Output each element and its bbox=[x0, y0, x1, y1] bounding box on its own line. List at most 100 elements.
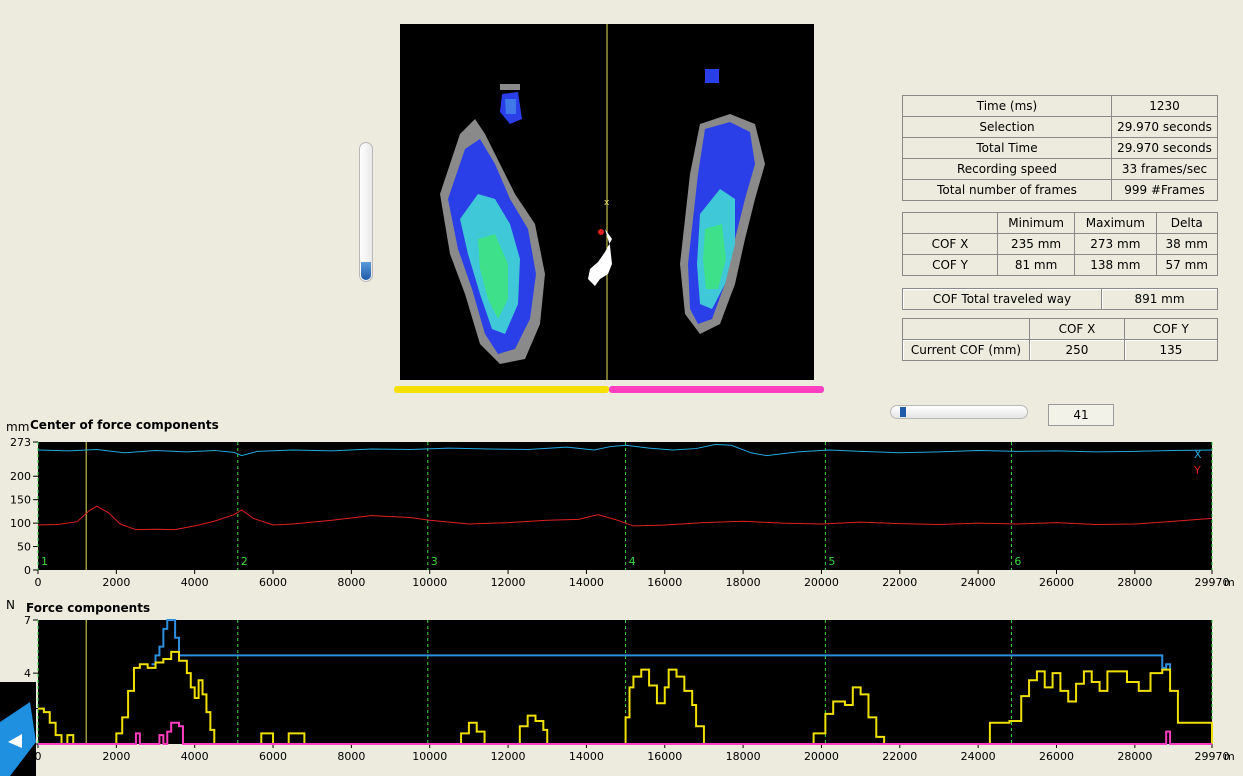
x-tick-label: 28000 bbox=[1117, 750, 1152, 763]
balance-bar bbox=[394, 386, 824, 393]
x-tick-label: 0 bbox=[35, 576, 42, 589]
y-tick-label: 150 bbox=[10, 494, 31, 507]
header-cell: Minimum bbox=[996, 212, 1076, 234]
x-tick-label: 8000 bbox=[337, 576, 365, 589]
frame-counter[interactable]: 41 bbox=[1048, 404, 1114, 426]
x-tick-label: 2000 bbox=[102, 576, 130, 589]
info-label: Total Time bbox=[902, 137, 1112, 159]
x-unit-label: m bbox=[1224, 750, 1235, 763]
legend-entry: Y bbox=[1193, 464, 1201, 477]
x-tick-label: 12000 bbox=[491, 750, 526, 763]
series-line bbox=[38, 650, 1213, 745]
x-tick-label: 29970 bbox=[1195, 576, 1230, 589]
x-unit-label: m bbox=[1224, 576, 1235, 589]
info-value: 29.970 seconds bbox=[1111, 116, 1218, 138]
cell-min: 81 mm bbox=[996, 254, 1076, 276]
x-tick-label: 6000 bbox=[259, 750, 287, 763]
travel-value: 891 mm bbox=[1101, 288, 1218, 310]
step-marker-label: 3 bbox=[431, 555, 438, 568]
cell-delta: 38 mm bbox=[1155, 233, 1219, 255]
legend-entry: X bbox=[1194, 448, 1202, 461]
x-tick-label: 6000 bbox=[259, 576, 287, 589]
y-tick-label: 4 bbox=[24, 667, 31, 680]
force-chart-title: Force components bbox=[26, 601, 151, 615]
x-tick-label: 14000 bbox=[569, 750, 604, 763]
vertical-slider[interactable] bbox=[359, 142, 373, 282]
x-tick-label: 20000 bbox=[804, 576, 839, 589]
current-cof-x: 250 bbox=[1029, 339, 1125, 361]
table-row: COF Total traveled way 891 mm bbox=[902, 288, 1218, 310]
x-tick-label: 14000 bbox=[569, 576, 604, 589]
slider-fill bbox=[361, 262, 371, 280]
x-tick-label: 22000 bbox=[882, 576, 917, 589]
info-label: Recording speed bbox=[902, 158, 1112, 180]
x-tick-label: 24000 bbox=[961, 750, 996, 763]
y-tick-label: 100 bbox=[10, 517, 31, 530]
row-label: Current COF (mm) bbox=[902, 339, 1030, 361]
x-tick-label: 26000 bbox=[1039, 576, 1074, 589]
table-row: COF Y 81 mm 138 mm 57 mm bbox=[902, 254, 1219, 276]
recording-info-table: Time (ms) 1230 Selection 29.970 seconds … bbox=[902, 95, 1218, 201]
table-row: Total number of frames 999 #Frames bbox=[902, 179, 1218, 201]
x-tick-label: 10000 bbox=[412, 576, 447, 589]
current-cof-y: 135 bbox=[1123, 339, 1219, 361]
table-header-row: COF X COF Y bbox=[902, 318, 1219, 340]
x-tick-label: 18000 bbox=[726, 750, 761, 763]
travel-label: COF Total traveled way bbox=[902, 288, 1102, 310]
x-tick-label: 28000 bbox=[1117, 576, 1152, 589]
y-tick-label: 7 bbox=[24, 614, 31, 627]
timeline-slider[interactable] bbox=[890, 405, 1028, 419]
pressure-map[interactable]: x bbox=[400, 24, 814, 380]
header-cell bbox=[902, 318, 1030, 340]
y-tick-label: 200 bbox=[10, 470, 31, 483]
timeline-slider-thumb[interactable] bbox=[899, 407, 906, 417]
table-row: COF X 235 mm 273 mm 38 mm bbox=[902, 233, 1219, 255]
cell-delta: 57 mm bbox=[1155, 254, 1219, 276]
table-row: Time (ms) 1230 bbox=[902, 95, 1218, 117]
force-chart[interactable]: 0247020004000600080001000012000140001600… bbox=[0, 612, 1243, 776]
info-label: Time (ms) bbox=[902, 95, 1112, 117]
table-row: Total Time 29.970 seconds bbox=[902, 137, 1218, 159]
info-value: 33 frames/sec bbox=[1111, 158, 1218, 180]
cell-max: 138 mm bbox=[1074, 254, 1157, 276]
y-tick-label: 0 bbox=[24, 564, 31, 577]
info-value: 999 #Frames bbox=[1111, 179, 1218, 201]
right-foot-pressure bbox=[680, 69, 765, 334]
info-value: 29.970 seconds bbox=[1111, 137, 1218, 159]
y-tick-label: 273 bbox=[10, 436, 31, 449]
left-foot-pressure bbox=[440, 84, 545, 364]
x-tick-label: 16000 bbox=[647, 750, 682, 763]
x-tick-label: 0 bbox=[35, 750, 42, 763]
current-cof-table: COF X COF Y Current COF (mm) 250 135 bbox=[902, 318, 1219, 361]
cof-trace bbox=[588, 229, 612, 286]
info-label: Total number of frames bbox=[902, 179, 1112, 201]
x-tick-label: 12000 bbox=[491, 576, 526, 589]
row-label: COF X bbox=[902, 233, 998, 255]
cof-chart-title: Center of force components bbox=[30, 418, 219, 432]
step-marker-label: 4 bbox=[629, 555, 636, 568]
x-tick-label: 4000 bbox=[181, 750, 209, 763]
x-tick-label: 24000 bbox=[961, 576, 996, 589]
step-marker-label: 6 bbox=[1014, 555, 1021, 568]
x-tick-label: 20000 bbox=[804, 750, 839, 763]
table-row: Selection 29.970 seconds bbox=[902, 116, 1218, 138]
header-cell: COF Y bbox=[1123, 318, 1219, 340]
step-marker-label: 1 bbox=[41, 555, 48, 568]
svg-text:x: x bbox=[604, 198, 610, 208]
step-marker-label: 5 bbox=[828, 555, 835, 568]
cell-max: 273 mm bbox=[1074, 233, 1157, 255]
x-tick-label: 10000 bbox=[412, 750, 447, 763]
x-tick-label: 26000 bbox=[1039, 750, 1074, 763]
desktop-window-fragment bbox=[0, 682, 36, 776]
x-tick-label: 18000 bbox=[726, 576, 761, 589]
step-marker-label: 2 bbox=[241, 555, 248, 568]
table-row: Current COF (mm) 250 135 bbox=[902, 339, 1219, 361]
force-chart-unit: N bbox=[6, 598, 15, 612]
x-tick-label: 16000 bbox=[647, 576, 682, 589]
table-row: Recording speed 33 frames/sec bbox=[902, 158, 1218, 180]
series-line bbox=[37, 505, 1213, 531]
series-line bbox=[151, 619, 1172, 670]
series-line bbox=[37, 443, 1213, 457]
info-label: Selection bbox=[902, 116, 1112, 138]
